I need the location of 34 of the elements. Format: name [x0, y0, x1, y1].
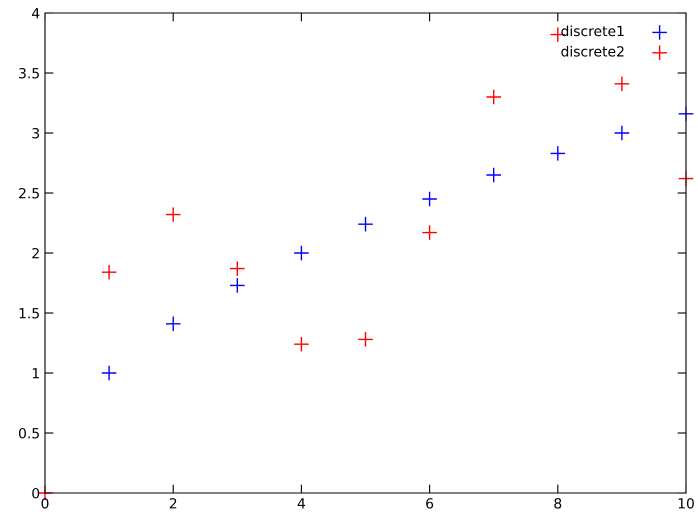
point	[422, 191, 438, 207]
point	[229, 277, 246, 294]
point	[293, 245, 310, 261]
point	[358, 216, 374, 232]
y-tick-label: 1.5	[20, 308, 39, 318]
y-tick-label: 3	[32, 128, 40, 138]
y-tick-label: 3.5	[19, 68, 39, 78]
point	[486, 167, 502, 183]
point	[614, 125, 630, 141]
point	[165, 316, 182, 332]
x-tick-label: 4	[298, 498, 306, 508]
legend-label: discrete1	[561, 26, 624, 36]
point	[486, 89, 502, 105]
point	[101, 365, 118, 381]
point	[422, 224, 438, 241]
x-tick-label: 6	[426, 498, 434, 509]
point	[293, 336, 310, 352]
x-tick-label: 10	[678, 498, 694, 509]
point	[101, 264, 118, 280]
x-tick-label: 0	[41, 498, 48, 509]
point	[550, 145, 566, 162]
y-tick-label: 0.5	[18, 428, 39, 438]
point	[614, 76, 630, 92]
point	[229, 260, 246, 277]
y-tick-label: 2.5	[19, 188, 39, 198]
y-tick-label: 2	[32, 248, 39, 258]
x-tick-label: 8	[554, 498, 562, 509]
y-tick-label: 4	[32, 8, 40, 18]
y-tick-label: 0	[32, 488, 40, 498]
point	[358, 331, 374, 348]
point	[165, 206, 182, 223]
legend-label: discrete2	[561, 46, 624, 57]
y-tick-label: 1	[32, 368, 39, 378]
x-tick-label: 2	[170, 498, 176, 508]
